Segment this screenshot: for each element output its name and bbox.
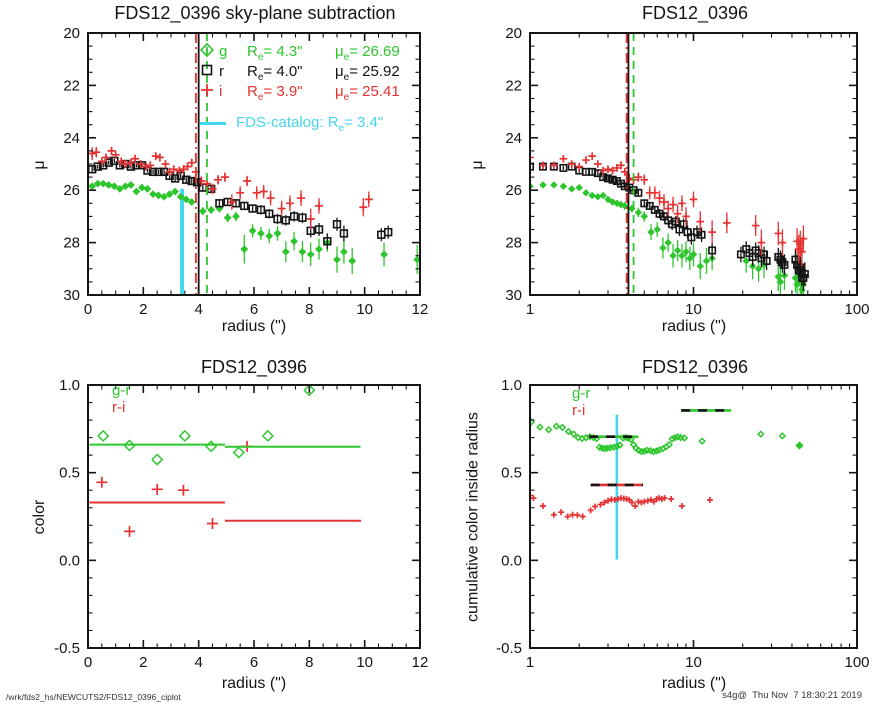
svg-text:1.0: 1.0 [501, 377, 522, 394]
title-bottom-left: FDS12_0396 [200, 357, 308, 377]
svg-text:100: 100 [844, 654, 869, 671]
svg-text:8: 8 [305, 654, 313, 671]
svg-text:100: 100 [844, 301, 869, 318]
svg-text:6: 6 [250, 654, 258, 671]
svg-text:0.0: 0.0 [59, 552, 80, 569]
footer-file-path: /wrk/fds2_hs/NEWCUTS2/FDS12_0396_ciplot [6, 692, 181, 702]
svg-text:10: 10 [685, 654, 702, 671]
footer-user-timestamp: s4g@ Thu Nov 7 18:30:21 2019 [722, 690, 862, 701]
svg-text:1.0: 1.0 [59, 377, 80, 394]
svg-text:0.5: 0.5 [59, 465, 80, 482]
svg-text:10: 10 [356, 301, 373, 318]
legend-ri-bottom-right: r-i [572, 402, 586, 419]
svg-text:1: 1 [526, 301, 534, 318]
svg-text:-0.5: -0.5 [54, 640, 80, 657]
x-axis-label-bottom-right: radius (") [661, 675, 727, 692]
y-axis-label-cumulative-color: cumulative color inside radius [464, 412, 482, 622]
y-axis-label-mu-top-right: μ [469, 160, 486, 170]
svg-text:12: 12 [412, 301, 429, 318]
svg-text:0.5: 0.5 [501, 465, 522, 482]
plot-cumulative-color-profile: 1 10 100 1.0 0.5 0.0 -0.5 [496, 377, 869, 671]
legend-mue-value: μe= 26.69 [335, 43, 400, 64]
svg-text:30: 30 [63, 287, 80, 304]
plus-icon [200, 83, 216, 102]
svg-text:-0.5: -0.5 [496, 640, 522, 657]
cyan-line-icon [200, 121, 226, 125]
svg-text:1: 1 [526, 654, 534, 671]
svg-text:2: 2 [139, 654, 147, 671]
svg-text:30: 30 [505, 287, 522, 304]
svg-text:10: 10 [356, 654, 373, 671]
svg-text:26: 26 [63, 182, 80, 199]
svg-text:0.0: 0.0 [501, 552, 522, 569]
title-top-right: FDS12_0396 [641, 3, 749, 23]
legend-row-r: r Re= 4.0" μe= 25.92 [200, 63, 400, 83]
legend-row-i: i Re= 3.9" μe= 25.41 [200, 83, 400, 103]
legend-band-label: r [219, 63, 224, 81]
legend-ri-bottom-left: r-i [112, 399, 126, 416]
svg-text:22: 22 [505, 77, 522, 94]
title-bottom-right: FDS12_0396 [641, 357, 749, 377]
legend-band-label: g [219, 43, 228, 61]
legend-re-value: Re= 4.3" [247, 43, 303, 64]
svg-text:28: 28 [63, 235, 80, 252]
legend-row-g: g Re= 4.3" μe= 26.69 [199, 42, 400, 63]
diamond-icon [199, 42, 216, 62]
svg-text:26: 26 [505, 182, 522, 199]
legend-re-value: Re= 3.9" [247, 83, 303, 104]
legend-fds-text: FDS-catalog: Re= 3.4" [236, 114, 384, 134]
svg-text:4: 4 [194, 301, 202, 318]
legend-band-label: i [219, 83, 223, 101]
legend-gr-bottom-left: g-r [112, 382, 131, 399]
legend-gr-bottom-right: g-r [572, 385, 591, 402]
svg-text:0: 0 [84, 301, 92, 318]
square-icon [200, 63, 216, 82]
legend-row-fds-catalog: FDS-catalog: Re= 3.4" [200, 114, 384, 134]
x-axis-label-top-right: radius (") [661, 318, 727, 335]
x-axis-label-bottom-left: radius (") [221, 675, 287, 692]
legend-mue-value: μe= 25.41 [335, 83, 400, 104]
x-axis-label-top-left: radius (") [221, 318, 287, 335]
legend-re-value: Re= 4.0" [247, 63, 303, 84]
svg-text:24: 24 [505, 130, 522, 147]
svg-text:22: 22 [63, 77, 80, 94]
svg-text:6: 6 [250, 301, 258, 318]
svg-text:20: 20 [63, 25, 80, 42]
svg-text:8: 8 [305, 301, 313, 318]
svg-text:2: 2 [139, 301, 147, 318]
title-top-left: FDS12_0396 sky-plane subtraction [114, 3, 396, 23]
svg-text:28: 28 [505, 235, 522, 252]
plot-color-profile: 0 2 4 6 8 10 12 1.0 0.5 0.0 -0.5 [54, 377, 429, 671]
svg-text:0: 0 [84, 654, 92, 671]
svg-text:20: 20 [505, 25, 522, 42]
svg-text:4: 4 [194, 654, 202, 671]
y-axis-label-color: color [31, 499, 48, 535]
svg-text:24: 24 [63, 130, 80, 147]
svg-text:10: 10 [685, 301, 702, 318]
plot-surface-brightness-log-radius: 1 10 100 20 22 24 26 28 30 [505, 25, 869, 318]
legend-mue-value: μe= 25.92 [335, 63, 400, 84]
y-axis-label-mu-top-left: μ [31, 160, 48, 170]
svg-text:12: 12 [412, 654, 429, 671]
